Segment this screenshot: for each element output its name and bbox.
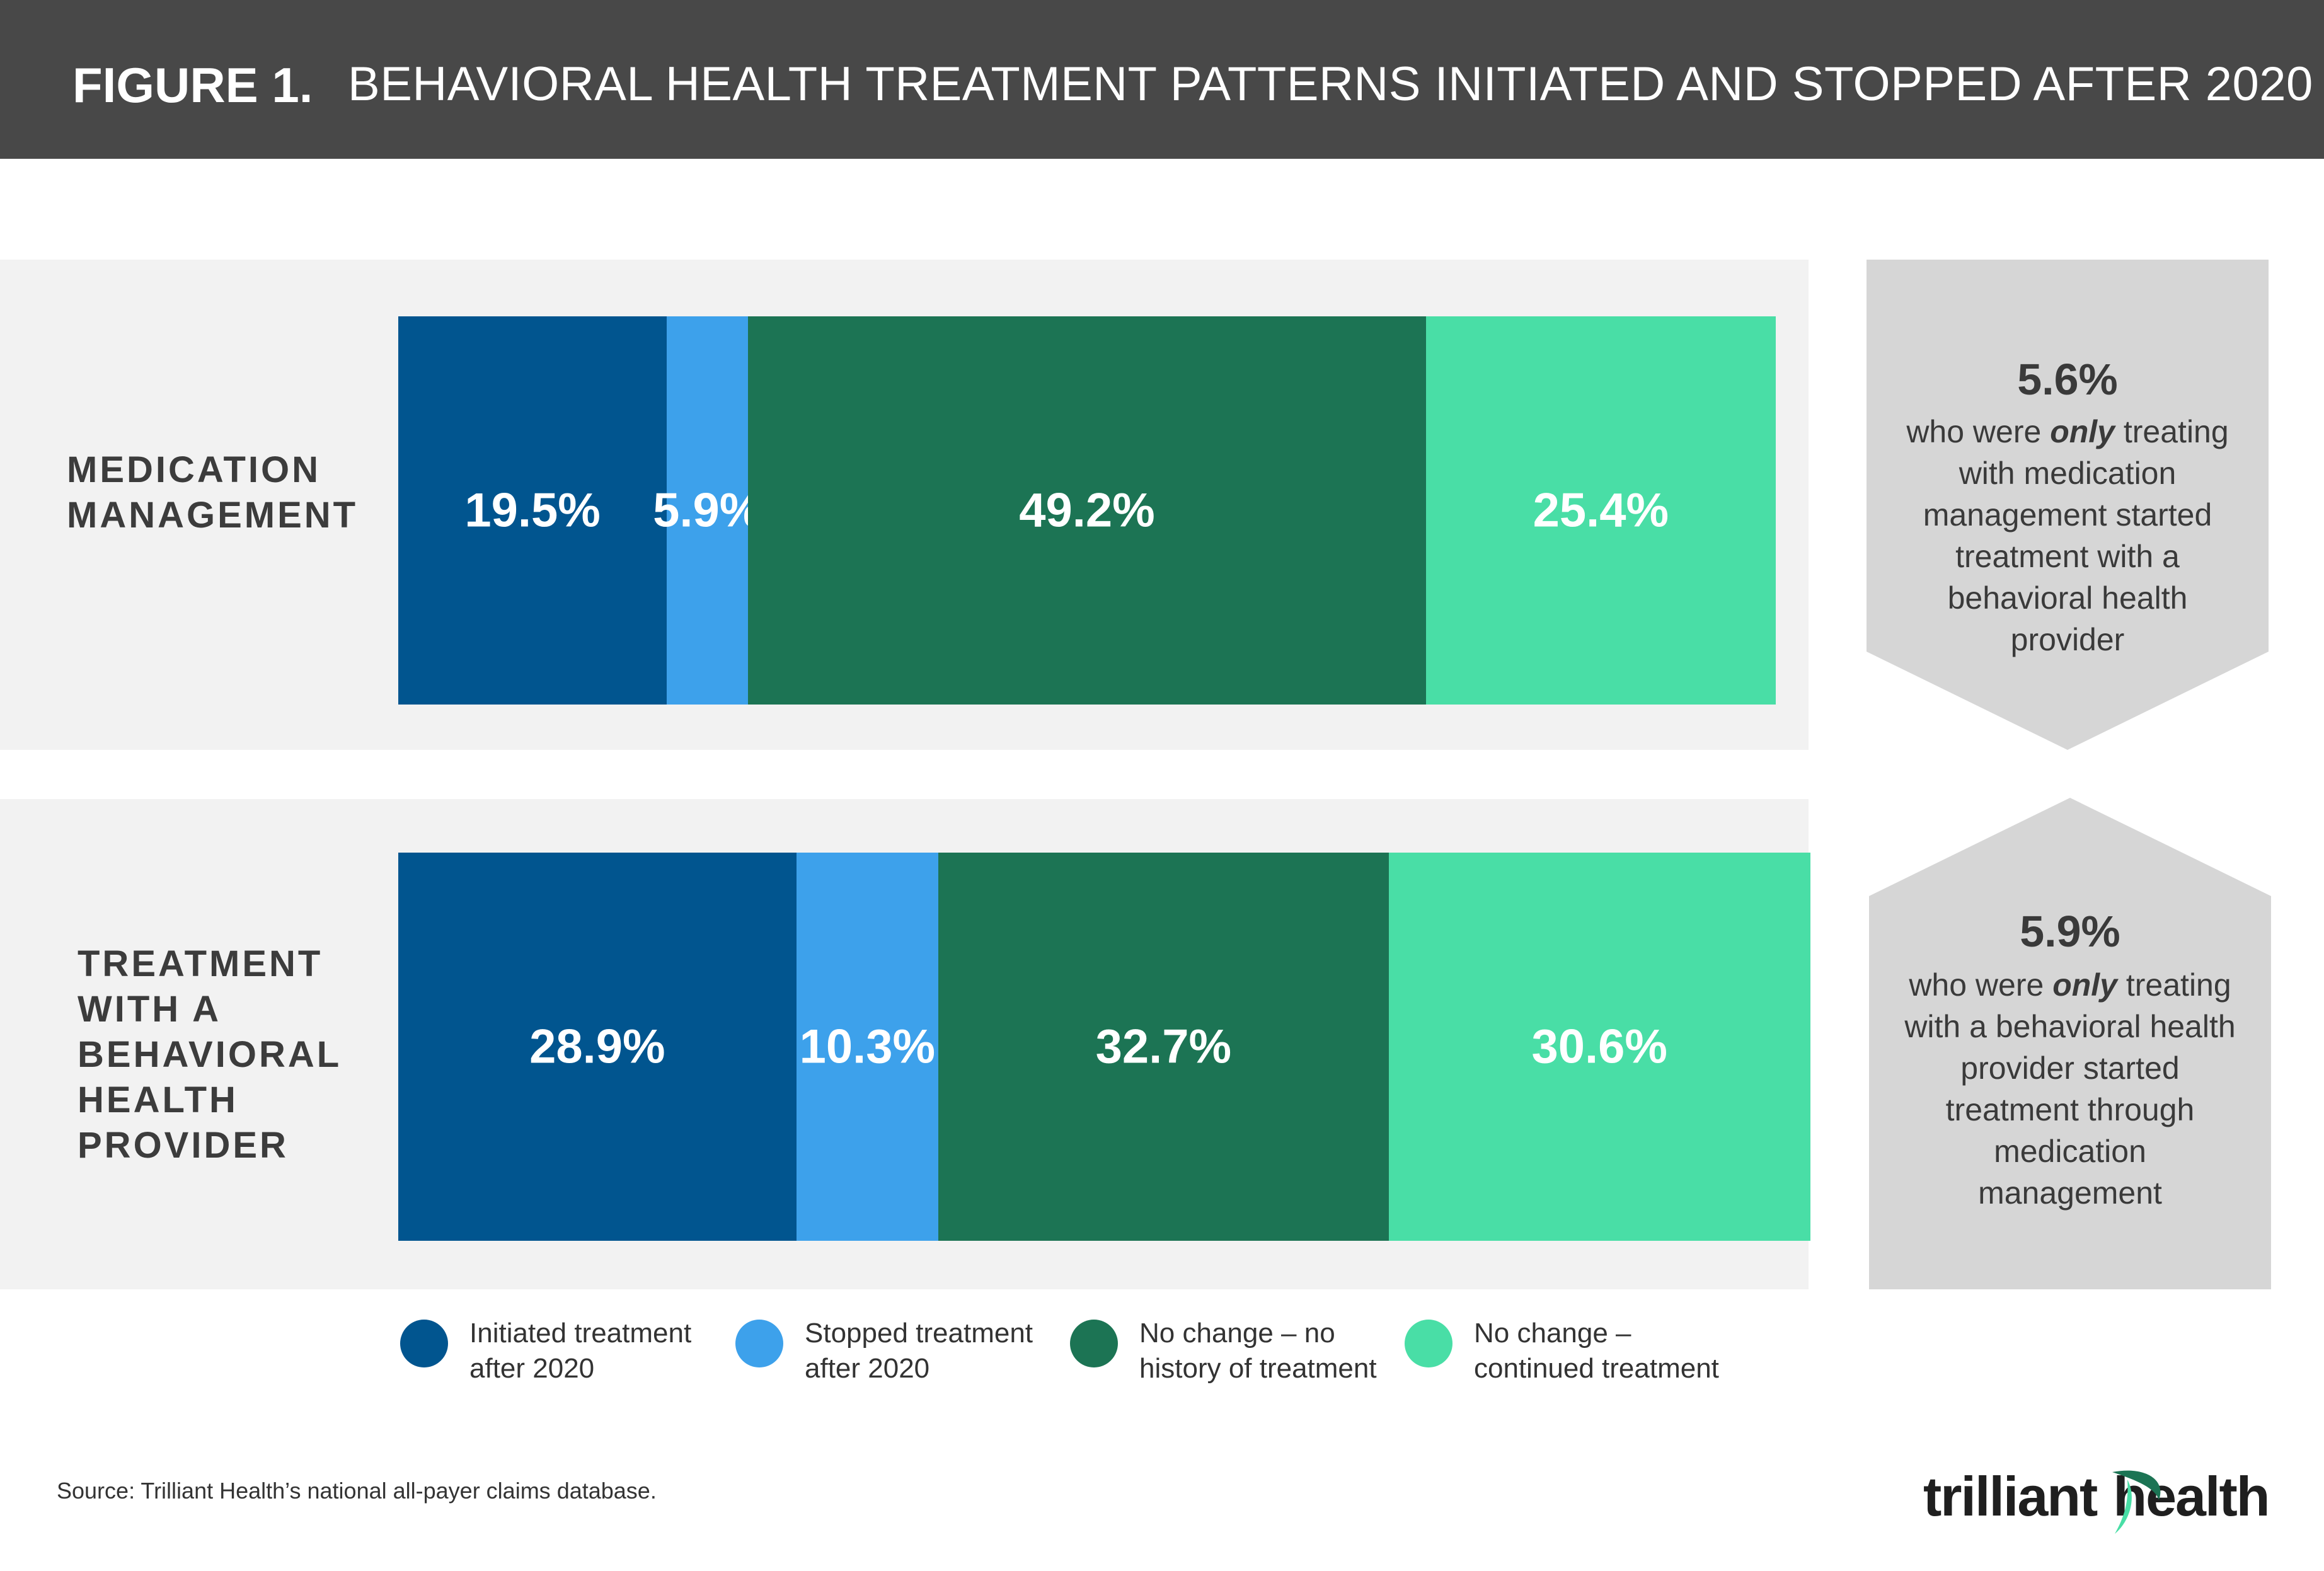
data-label-no-history: 32.7% (1095, 1020, 1232, 1074)
callout-description: who were only treating with medication man… (1867, 411, 2269, 660)
data-label-continued: 25.4% (1533, 483, 1669, 538)
callout-line: treatment through (1945, 1092, 2195, 1127)
row-label-line: PROVIDER (78, 1125, 289, 1166)
legend-swatch (400, 1320, 448, 1367)
legend-label: No change – no history of treatment (1139, 1316, 1377, 1386)
legend-label-line: No change – no (1139, 1318, 1335, 1349)
callout-line: provider (2010, 622, 2125, 657)
legend-label-line: Initiated treatment (469, 1318, 692, 1349)
bar-segment-continued (1425, 316, 1776, 705)
data-label-stopped: 10.3% (799, 1020, 936, 1074)
stacked-bar-behavioral-health-provider: 28.9% 10.3% 32.7% 30.6% (398, 853, 1811, 1241)
callout-line: with medication (1959, 456, 2177, 491)
data-label-initiated: 28.9% (529, 1020, 665, 1074)
figure-header: FIGURE 1. BEHAVIORAL HEALTH TREATMENT PA… (0, 0, 2324, 159)
bar-segment-stopped (667, 316, 749, 705)
callout-description: who were only treating with a behavioral … (1869, 964, 2271, 1214)
legend-label: Initiated treatment after 2020 (469, 1316, 691, 1386)
data-label-no-history: 49.2% (1019, 483, 1155, 538)
figure-label: FIGURE 1. (72, 57, 313, 113)
row-label-behavioral-health-provider: TREATMENT WITH A BEHAVIORAL HEALTH PROVIDER (78, 941, 342, 1168)
legend-label-line: continued treatment (1474, 1353, 1719, 1384)
legend-label-line: after 2020 (469, 1353, 595, 1384)
legend-label: Stopped treatment after 2020 (805, 1316, 1033, 1386)
row-label-line: BEHAVIORAL (78, 1034, 342, 1075)
callout-provider-only: 5.9% who were only treating with a behavi… (1869, 798, 2271, 1289)
callout-medication-only: 5.6% who were only treating with medicati… (1867, 260, 2269, 750)
logo-part-1: trilliant (1923, 1465, 2098, 1528)
bar-segment-stopped (796, 853, 939, 1241)
callout-line: who were only treating (1909, 967, 2231, 1003)
callout-line: who were only treating (1906, 414, 2229, 449)
row-label-line: TREATMENT (78, 943, 323, 984)
bar-segment-initiated (398, 316, 667, 705)
callout-arrow-down-shape (1867, 260, 2269, 750)
callout-line: behavioral health (1947, 580, 2188, 616)
callout-line: with a behavioral health (1904, 1009, 2236, 1044)
callout-arrow-up-shape (1869, 798, 2271, 1289)
trilliant-health-logo: trilliant health (1923, 1461, 2270, 1536)
source-note: Source: Trilliant Health’s national all-… (57, 1478, 657, 1504)
figure-title: BEHAVIORAL HEALTH TREATMENT PATTERNS INI… (348, 57, 2313, 111)
data-label-continued: 30.6% (1531, 1020, 1667, 1074)
row-label-line: WITH A (78, 989, 222, 1030)
callout-value: 5.9% (2020, 907, 2120, 956)
callout-line: management started (1923, 497, 2212, 532)
row-label-line: MEDICATION (67, 449, 321, 490)
row-label-line: HEALTH (78, 1079, 238, 1120)
legend-label-line: Stopped treatment (805, 1318, 1033, 1349)
legend-label-line: history of treatment (1139, 1353, 1377, 1384)
callout-line: treatment with a (1955, 539, 2180, 574)
legend-swatch (1070, 1320, 1118, 1367)
legend-swatch (735, 1320, 783, 1367)
stacked-bar-medication-management: 19.5% 5.9% 49.2% 25.4% (398, 316, 1776, 705)
legend-label-line: No change – (1474, 1318, 1631, 1349)
bar-segment-initiated (398, 853, 797, 1241)
logo-swoosh-icon (2112, 1470, 2161, 1534)
bar-segment-continued (1388, 853, 1811, 1241)
bar-segment-no-history (938, 853, 1389, 1241)
bar-segment-no-history (748, 316, 1427, 705)
chart-legend: Initiated treatment after 2020 Stopped tr… (0, 1318, 1890, 1408)
callout-line: provider started (1960, 1050, 2180, 1086)
callout-line: management (1978, 1175, 2162, 1211)
logo-wordmark: trilliant health (1923, 1465, 2270, 1529)
legend-label-line: after 2020 (805, 1353, 930, 1384)
callout-value: 5.6% (2017, 355, 2118, 404)
callout-line: medication (1994, 1134, 2146, 1169)
legend-label: No change – continued treatment (1474, 1316, 1719, 1386)
row-label-line: MANAGEMENT (67, 495, 359, 536)
data-label-stopped: 5.9% (653, 483, 762, 538)
row-label-medication-management: MEDICATION MANAGEMENT (67, 447, 358, 538)
legend-swatch (1405, 1320, 1452, 1367)
data-label-initiated: 19.5% (464, 483, 601, 538)
